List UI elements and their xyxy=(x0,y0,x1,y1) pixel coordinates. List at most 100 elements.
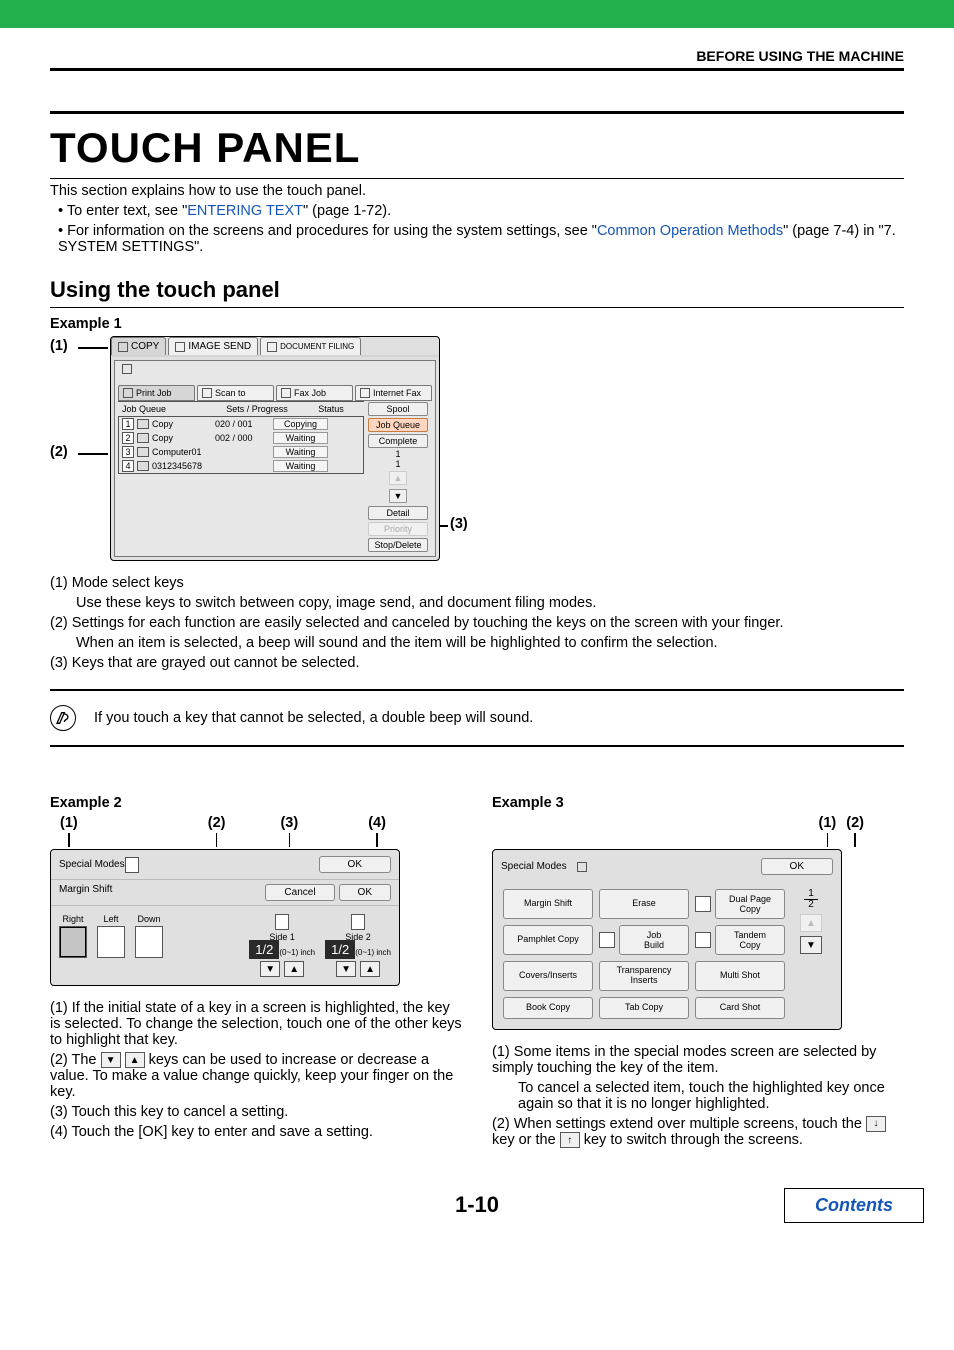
example-2-label: Example 2 xyxy=(50,795,462,811)
tab-copy[interactable]: COPY xyxy=(111,337,166,355)
example-2-explain: (1) If the initial state of a key in a s… xyxy=(50,1000,462,1140)
job-row[interactable]: 3Computer01Waiting xyxy=(119,445,363,459)
rule-thin-upper xyxy=(50,111,904,114)
tab-doc-filing[interactable]: DOCUMENT FILING xyxy=(260,337,361,355)
side1-up-btn[interactable]: ▲ xyxy=(284,961,304,977)
print-icon xyxy=(123,388,133,398)
job-row[interactable]: 40312345678Waiting xyxy=(119,459,363,473)
side2-down-btn[interactable]: ▼ xyxy=(336,961,356,977)
section-label: BEFORE USING THE MACHINE xyxy=(50,48,904,64)
copy-icon xyxy=(118,342,128,352)
example-1-explain: (1) Mode select keys Use these keys to s… xyxy=(50,575,904,671)
ex3-co-2: (2) xyxy=(846,815,864,847)
ok-button[interactable]: OK xyxy=(319,856,391,873)
dir-right[interactable]: Right xyxy=(59,914,87,977)
pager-down-btn[interactable]: ▼ xyxy=(800,936,822,954)
key-tab-copy[interactable]: Tab Copy xyxy=(599,997,689,1019)
ex2-co-1: (1) xyxy=(60,815,78,847)
subtab-internet-fax[interactable]: Internet Fax xyxy=(355,385,432,401)
key-tandem[interactable]: Tandem Copy xyxy=(695,925,785,955)
example-3-label: Example 3 xyxy=(492,795,904,811)
subtab-fax-job[interactable]: Fax Job xyxy=(276,385,353,401)
key-book-copy[interactable]: Book Copy xyxy=(503,997,593,1019)
callout-1: (1) xyxy=(50,338,68,354)
job-icon xyxy=(137,419,149,429)
inline-next-key: ↓ xyxy=(866,1116,886,1132)
down-arrow-btn[interactable]: ▼ xyxy=(389,489,407,503)
up-arrow-btn[interactable]: ▲ xyxy=(389,471,407,485)
link-common-methods[interactable]: Common Operation Methods xyxy=(597,223,783,239)
printer-icon xyxy=(122,364,132,374)
pager: 12 ▲ ▼ xyxy=(791,889,831,1019)
intro-text: This section explains how to use the tou… xyxy=(50,183,904,255)
subtab-print-job[interactable]: Print Job xyxy=(118,385,195,401)
fax-icon xyxy=(281,388,291,398)
job-icon xyxy=(137,447,149,457)
ex2-explain-3: (3) Touch this key to cancel a setting. xyxy=(50,1104,462,1120)
inner-panel: Print Job Scan to Fax Job Internet Fax J… xyxy=(114,360,436,557)
p3-doc-icon xyxy=(577,862,587,872)
p2-title-2: Margin Shift xyxy=(59,884,112,901)
example-1-figure: (1) (2) (3) Beep Tone COPY IMAGE SEND DO… xyxy=(50,336,510,561)
key-covers[interactable]: Covers/Inserts xyxy=(503,961,593,991)
rule-thin-lower xyxy=(50,178,904,179)
ex3-explain-1a: (1) Some items in the special modes scre… xyxy=(492,1044,904,1076)
page-title: TOUCH PANEL xyxy=(50,124,904,172)
count-1b: 1 xyxy=(395,459,400,469)
ex1-explain-1a: (1) Mode select keys xyxy=(50,575,904,591)
job-build-icon xyxy=(599,932,615,948)
example-2-column: Example 2 (1) (2) (3) (4) Special Modes xyxy=(50,787,462,1152)
key-pamphlet[interactable]: Pamphlet Copy xyxy=(503,925,593,955)
side1-down-btn[interactable]: ▼ xyxy=(260,961,280,977)
btn-complete[interactable]: Complete xyxy=(368,434,428,448)
ex2-co-4: (4) xyxy=(368,815,386,847)
dir-left-box xyxy=(97,926,125,958)
job-row[interactable]: 2Copy002 / 000Waiting xyxy=(119,431,363,445)
dual-page-icon xyxy=(695,896,711,912)
subtab-scan-to[interactable]: Scan to xyxy=(197,385,274,401)
job-icon xyxy=(137,461,149,471)
btn-spool[interactable]: Spool xyxy=(368,402,428,416)
btn-stop-delete[interactable]: Stop/Delete xyxy=(368,538,428,552)
p3-ok-button[interactable]: OK xyxy=(761,858,833,875)
side-column: Spool Job Queue Complete 1 1 ▲ ▼ Detail … xyxy=(364,401,432,553)
page-body: BEFORE USING THE MACHINE TOUCH PANEL Thi… xyxy=(0,28,954,1248)
link-entering-text[interactable]: ENTERING TEXT xyxy=(187,203,303,219)
ex2-co-2: (2) xyxy=(208,815,226,847)
touch-panel-mock-2: Special Modes OK Margin Shift Cancel OK xyxy=(50,849,400,986)
sub-tab-bar: Print Job Scan to Fax Job Internet Fax xyxy=(118,385,432,401)
contents-button[interactable]: Contents xyxy=(784,1188,924,1223)
ex1-explain-1b: Use these keys to switch between copy, i… xyxy=(50,595,904,611)
btn-job-queue[interactable]: Job Queue xyxy=(368,418,428,432)
btn-detail[interactable]: Detail xyxy=(368,506,428,520)
ifax-icon xyxy=(360,388,370,398)
subheading-rule xyxy=(50,307,904,308)
subheading-using: Using the touch panel xyxy=(50,277,904,303)
key-dual-page[interactable]: Dual Page Copy xyxy=(695,889,785,919)
filing-icon xyxy=(267,342,277,352)
dir-down-box xyxy=(135,926,163,958)
touch-panel-mock-3: Special Modes OK Margin Shift Erase Dual… xyxy=(492,849,842,1030)
pager-up-btn[interactable]: ▲ xyxy=(800,914,822,932)
dir-right-box xyxy=(59,926,87,958)
side2-up-btn[interactable]: ▲ xyxy=(360,961,380,977)
intro-bullet-1: • To enter text, see "ENTERING TEXT" (pa… xyxy=(50,203,904,219)
key-erase[interactable]: Erase xyxy=(599,889,689,919)
ok-button-inner[interactable]: OK xyxy=(339,884,391,901)
job-icon xyxy=(137,433,149,443)
ex2-top-callouts: (1) (2) (3) (4) xyxy=(50,815,462,847)
dir-down[interactable]: Down xyxy=(135,914,163,977)
key-transparency[interactable]: Transparency Inserts xyxy=(599,961,689,991)
key-margin-shift[interactable]: Margin Shift xyxy=(503,889,593,919)
inline-up-key: ▲ xyxy=(125,1052,145,1068)
ex3-explain-1b: To cancel a selected item, touch the hig… xyxy=(492,1080,904,1112)
dir-left[interactable]: Left xyxy=(97,914,125,977)
job-row[interactable]: 1Copy020 / 001Copying xyxy=(119,417,363,431)
cancel-button[interactable]: Cancel xyxy=(265,884,334,901)
btn-priority: Priority xyxy=(368,522,428,536)
ex2-explain-4: (4) Touch the [OK] key to enter and save… xyxy=(50,1124,462,1140)
key-card-shot[interactable]: Card Shot xyxy=(695,997,785,1019)
tab-image-send[interactable]: IMAGE SEND xyxy=(168,337,258,355)
key-multi-shot[interactable]: Multi Shot xyxy=(695,961,785,991)
key-job-build[interactable]: Job Build xyxy=(599,925,689,955)
